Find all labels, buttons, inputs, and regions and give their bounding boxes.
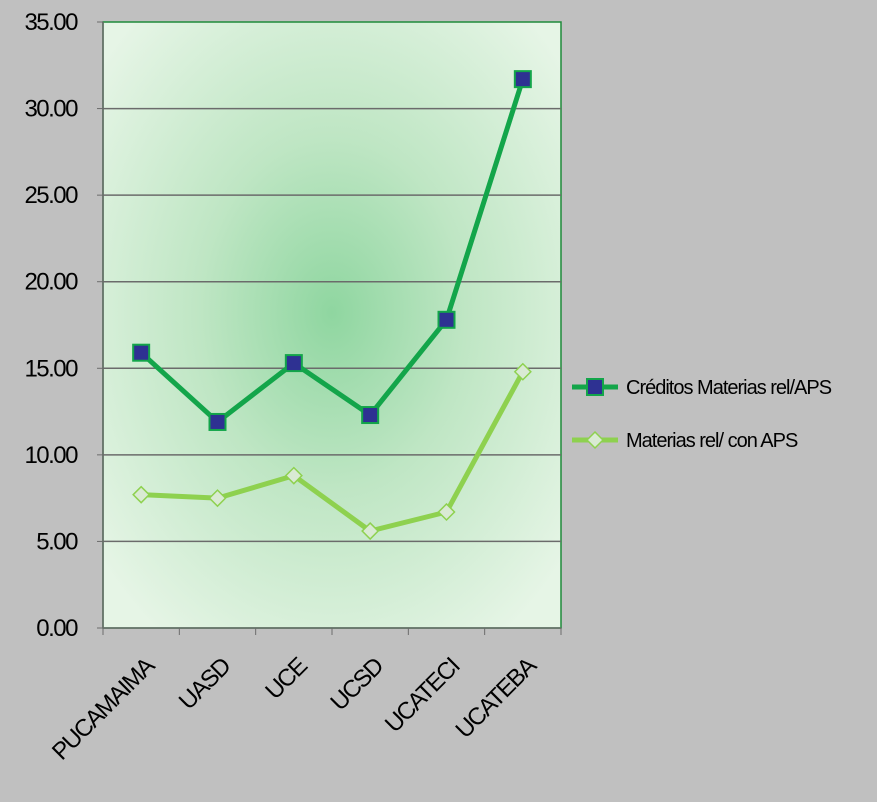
legend-label: Materias rel/ con APS [626,430,798,452]
data-point [208,412,227,431]
x-tick-label: UCATEBA [451,652,543,744]
data-point [361,406,380,425]
series-0 [132,70,532,431]
data-point [437,502,456,522]
data-point [284,466,303,485]
y-tick-label: 30.00 [24,96,78,123]
y-tick-label: 35.00 [24,9,78,36]
series-line [141,370,526,534]
legend-swatch-marker [586,378,604,396]
data-point [513,362,532,381]
data-point [437,310,456,329]
data-point [361,521,380,541]
data-point [132,343,151,362]
data-point [284,354,303,373]
y-tick-label: 15.00 [24,355,78,382]
x-tick-label: PUCAMAIMA [47,652,160,765]
y-tick-label: 25.00 [24,182,78,209]
y-tick-label: 5.00 [36,528,78,555]
legend: Créditos Materias rel/APS Materias rel/ c… [572,377,833,452]
gridlines [103,107,561,543]
data-point [513,70,532,89]
legend-item: Créditos Materias rel/APS [572,377,833,399]
legend-swatch-marker [585,430,605,450]
y-tick-label: 20.00 [24,269,78,296]
data-point [208,489,227,508]
legend-label: Créditos Materias rel/APS [626,377,832,399]
x-tick-label: UCE [260,653,312,705]
series-line [139,78,526,425]
plot-area [102,21,562,629]
y-tick-label: 10.00 [24,442,78,469]
series-1 [132,362,532,541]
series [132,70,532,541]
legend-item: Materias rel/ con APS [572,430,799,452]
data-point [132,485,151,504]
x-tick-label: UCSD [325,652,389,716]
y-tick-label: 0.00 [36,615,78,642]
x-tick-label: UASD [174,652,237,715]
